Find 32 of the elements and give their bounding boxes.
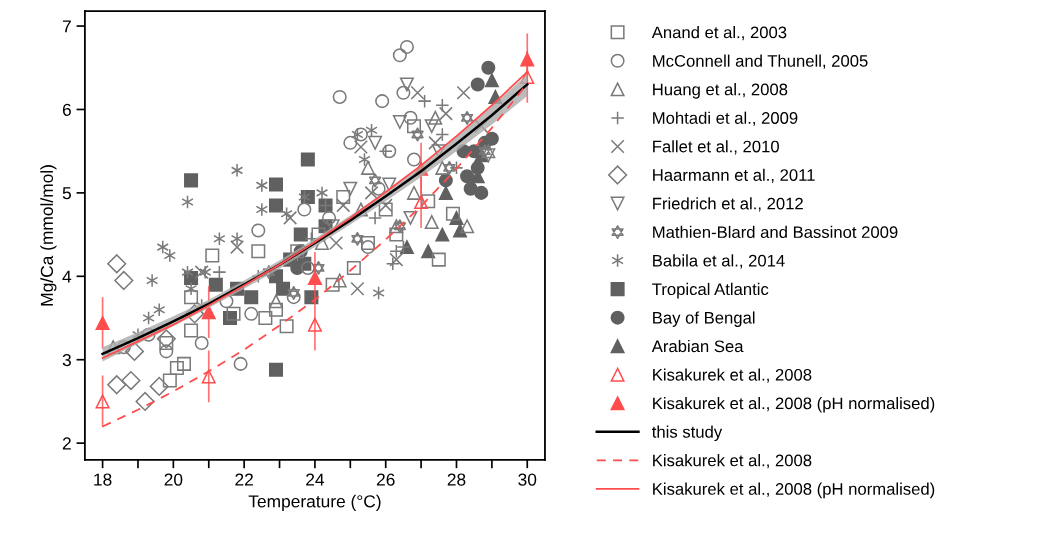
legend-label: Mohtadi et al., 2009 (653, 111, 798, 126)
legend-label: McConnell and Thunell, 2005 (653, 54, 868, 69)
y-tick-label: 7 (62, 20, 71, 33)
x-tick-label: 22 (235, 473, 253, 486)
x-tick-label: 24 (306, 473, 325, 486)
x-axis-title: Temperature (°C) (248, 494, 381, 511)
legend-label: Kisakurek et al., 2008 (653, 454, 812, 469)
x-tick-label: 28 (447, 473, 466, 486)
legend-label: Huang et al., 2008 (653, 83, 788, 99)
legend-label: Anand et al., 2003 (651, 26, 787, 41)
y-tick-label: 5 (62, 187, 71, 200)
legend-label: Babila et al., 2014 (653, 254, 785, 269)
y-axis-title: Mg/Ca (mmol/mol) (40, 165, 57, 306)
x-tick-label: 18 (94, 473, 112, 486)
legend-label: Kisakurek et al., 2008 (pH normalised) (653, 482, 935, 499)
legend-label: this study (652, 425, 723, 442)
x-tick-label: 20 (164, 473, 183, 486)
legend-label: Tropical Atlantic (652, 282, 769, 299)
x-tick-label: 30 (518, 473, 537, 486)
y-tick-label: 2 (62, 437, 71, 450)
legend-label: Mathien-Blard and Bassinot 2009 (653, 225, 898, 239)
x-tick-label: 26 (376, 473, 395, 486)
legend-label: Haarmann et al., 2011 (653, 168, 815, 183)
legend-label: Arabian Sea (651, 339, 744, 353)
y-tick-label: 3 (62, 353, 71, 367)
y-tick-label: 4 (62, 270, 72, 283)
legend-label: Friedrich et al., 2012 (653, 197, 803, 212)
y-tick-label: 6 (62, 103, 71, 116)
legend-label: Bay of Bengal (653, 311, 755, 327)
legend-label: Fallet et al., 2010 (653, 140, 779, 155)
legend-label: Kisakurek et al., 2008 (653, 368, 812, 383)
legend-label: Kisakurek et al., 2008 (pH normalised) (653, 397, 935, 413)
